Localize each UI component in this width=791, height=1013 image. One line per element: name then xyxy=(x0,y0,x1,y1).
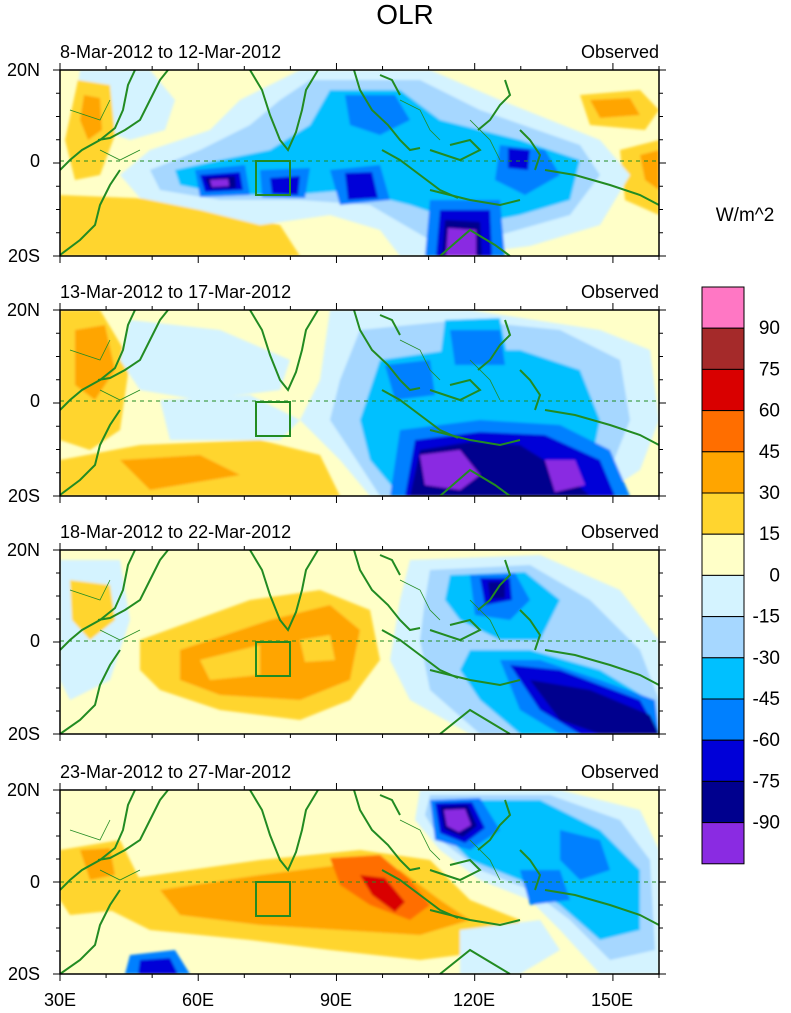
panel-3-coastlines xyxy=(60,550,659,734)
colorbar-swatch xyxy=(701,780,745,824)
lon-label-30e: 30E xyxy=(44,990,76,1010)
axis-ticks xyxy=(53,63,666,981)
colorbar-swatch xyxy=(701,368,745,412)
panel-4-borders xyxy=(69,819,501,881)
panel-3-field xyxy=(60,550,659,734)
colorbar-label: 0 xyxy=(769,565,780,586)
panel-2-lat-0: 0 xyxy=(30,391,40,411)
panel-3-lat-20s: 20S xyxy=(8,724,40,744)
colorbar-label: 30 xyxy=(759,483,780,504)
panel-4-coastlines xyxy=(60,790,659,974)
panel-3-borders xyxy=(69,579,501,641)
map-panel-4: 23-Mar-2012 to 27-Mar-2012 Observed xyxy=(7,762,660,984)
colorbar-label: 75 xyxy=(759,359,780,380)
colorbar-swatch xyxy=(701,327,745,370)
panel-1-field xyxy=(60,70,659,256)
map-panel-2: 13-Mar-2012 to 17-Mar-2012 Observed xyxy=(7,282,660,506)
colorbar-swatch xyxy=(701,657,745,700)
colorbar-swatch xyxy=(701,822,745,865)
colorbar-label: -15 xyxy=(753,607,780,628)
panel-2-lat-labels: 20N 0 20S xyxy=(7,300,40,506)
lon-axis: 30E 60E 90E 120E 150E xyxy=(44,990,633,1010)
panel-3-box-region xyxy=(255,641,291,677)
panel-3-date-range: 18-Mar-2012 to 22-Mar-2012 xyxy=(60,522,291,542)
colorbar-label: 60 xyxy=(759,401,780,422)
panel-3-lat-0: 0 xyxy=(30,631,40,651)
units-label: W/m^2 xyxy=(716,205,775,226)
colorbar-swatch xyxy=(701,698,745,741)
panel-1-lat-labels: 20N 0 20S xyxy=(7,60,40,266)
panel-3-lat-20n: 20N xyxy=(7,540,40,560)
colorbar-label: 45 xyxy=(759,442,780,463)
panel-4-box-region xyxy=(255,881,291,917)
lon-label-120e: 120E xyxy=(453,990,495,1010)
map-panel-1: 8-Mar-2012 to 12-Mar-2012 Observed xyxy=(7,42,660,266)
panel-1-borders xyxy=(69,99,501,161)
panel-4-lat-0: 0 xyxy=(30,872,40,892)
panel-1-lat-0: 0 xyxy=(30,151,40,171)
panel-4-lat-20n: 20N xyxy=(7,780,40,800)
panel-1-lat-20n: 20N xyxy=(7,60,40,80)
panel-1-date-range: 8-Mar-2012 to 12-Mar-2012 xyxy=(60,42,281,62)
colorbar-label: -60 xyxy=(753,730,780,751)
panel-2-lat-20n: 20N xyxy=(7,300,40,320)
colorbar-swatch xyxy=(701,492,745,535)
map-panel-3: 18-Mar-2012 to 22-Mar-2012 Observed xyxy=(7,522,660,744)
colorbar-swatch xyxy=(701,410,745,453)
panel-2-date-range: 13-Mar-2012 to 17-Mar-2012 xyxy=(60,282,291,302)
colorbar xyxy=(701,286,745,865)
colorbar-swatch xyxy=(701,533,745,576)
colorbar-label: -90 xyxy=(753,813,780,834)
colorbar-label: -45 xyxy=(753,689,780,710)
lon-label-90e: 90E xyxy=(320,990,352,1010)
lon-label-60e: 60E xyxy=(182,990,214,1010)
figure-title: OLR xyxy=(376,0,434,30)
panel-4-lat-20s: 20S xyxy=(8,964,40,984)
colorbar-swatch xyxy=(701,286,745,329)
panel-2-lat-20s: 20S xyxy=(8,486,40,506)
colorbar-swatch xyxy=(701,739,745,782)
colorbar-labels: 90 75 60 45 30 15 0 -15 -30 -45 -60 -75 -90 xyxy=(753,318,780,833)
panel-1-lat-20s: 20S xyxy=(8,246,40,266)
colorbar-swatch xyxy=(701,451,745,494)
colorbar-swatch xyxy=(701,616,745,659)
panel-2-observed-label: Observed xyxy=(581,282,659,302)
panel-4-observed-label: Observed xyxy=(581,762,659,782)
panel-4-date-range: 23-Mar-2012 to 27-Mar-2012 xyxy=(60,762,291,782)
panel-1-box-region xyxy=(255,160,291,196)
lon-label-150e: 150E xyxy=(591,990,633,1010)
colorbar-label: 90 xyxy=(759,318,780,339)
panel-2-field xyxy=(60,310,659,496)
colorbar-label: 15 xyxy=(759,524,780,545)
panel-1-observed-label: Observed xyxy=(581,42,659,62)
panel-4-lat-labels: 20N 0 20S xyxy=(7,780,40,984)
colorbar-label: -75 xyxy=(753,771,780,792)
colorbar-label: -30 xyxy=(753,648,780,669)
panel-2-box-region xyxy=(255,401,291,437)
panel-3-observed-label: Observed xyxy=(581,522,659,542)
panel-3-lat-labels: 20N 0 20S xyxy=(7,540,40,744)
panel-1-coastlines xyxy=(60,70,659,256)
panel-2-coastlines xyxy=(60,310,659,496)
colorbar-swatch xyxy=(701,574,745,618)
panel-2-borders xyxy=(69,339,501,401)
